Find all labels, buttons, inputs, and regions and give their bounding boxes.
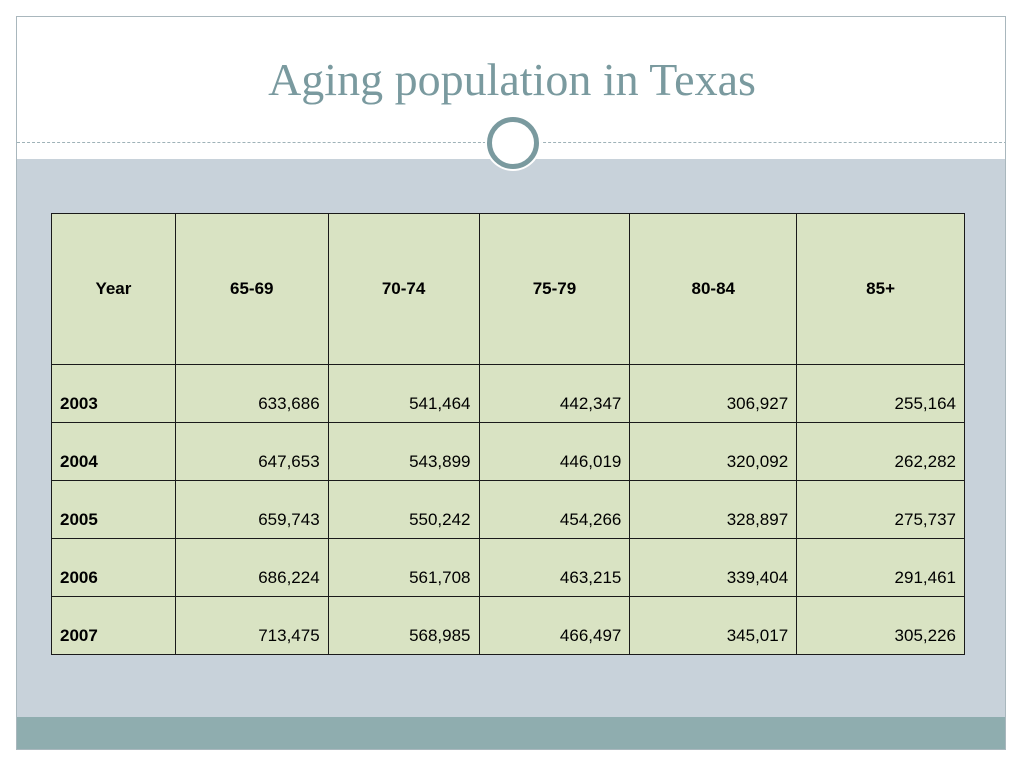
value-cell: 713,475 bbox=[174, 596, 329, 655]
value-cell: 647,653 bbox=[174, 422, 329, 481]
year-cell: 2007 bbox=[51, 596, 176, 655]
header-80-84: 80-84 bbox=[629, 213, 798, 365]
value-cell: 262,282 bbox=[796, 422, 965, 481]
value-cell: 633,686 bbox=[174, 364, 329, 423]
value-cell: 454,266 bbox=[478, 480, 631, 539]
table-row: 2006 686,224 561,708 463,215 339,404 291… bbox=[51, 538, 965, 597]
value-cell: 463,215 bbox=[478, 538, 631, 597]
value-cell: 275,737 bbox=[796, 480, 965, 539]
table-header-row: Year 65-69 70-74 75-79 80-84 85+ bbox=[51, 213, 965, 365]
table-row: 2003 633,686 541,464 442,347 306,927 255… bbox=[51, 364, 965, 423]
value-cell: 305,226 bbox=[796, 596, 965, 655]
value-cell: 568,985 bbox=[327, 596, 480, 655]
year-cell: 2005 bbox=[51, 480, 176, 539]
value-cell: 659,743 bbox=[174, 480, 329, 539]
value-cell: 466,497 bbox=[478, 596, 631, 655]
header-year: Year bbox=[51, 213, 176, 365]
value-cell: 686,224 bbox=[174, 538, 329, 597]
table-row: 2004 647,653 543,899 446,019 320,092 262… bbox=[51, 422, 965, 481]
value-cell: 339,404 bbox=[629, 538, 798, 597]
value-cell: 291,461 bbox=[796, 538, 965, 597]
value-cell: 541,464 bbox=[327, 364, 480, 423]
footer-bar bbox=[17, 717, 1005, 749]
value-cell: 561,708 bbox=[327, 538, 480, 597]
year-cell: 2003 bbox=[51, 364, 176, 423]
value-cell: 442,347 bbox=[478, 364, 631, 423]
value-cell: 550,242 bbox=[327, 480, 480, 539]
population-table: Year 65-69 70-74 75-79 80-84 85+ 2003 63… bbox=[51, 213, 965, 655]
value-cell: 320,092 bbox=[629, 422, 798, 481]
year-cell: 2004 bbox=[51, 422, 176, 481]
value-cell: 306,927 bbox=[629, 364, 798, 423]
header-85-plus: 85+ bbox=[796, 213, 965, 365]
slide-title: Aging population in Texas bbox=[268, 54, 756, 105]
table-row: 2005 659,743 550,242 454,266 328,897 275… bbox=[51, 480, 965, 539]
value-cell: 255,164 bbox=[796, 364, 965, 423]
year-cell: 2006 bbox=[51, 538, 176, 597]
value-cell: 328,897 bbox=[629, 480, 798, 539]
slide: Aging population in Texas Year 65-69 70-… bbox=[16, 16, 1006, 750]
circle-ornament-icon bbox=[487, 117, 539, 169]
header-70-74: 70-74 bbox=[327, 213, 480, 365]
table-row: 2007 713,475 568,985 466,497 345,017 305… bbox=[51, 596, 965, 655]
value-cell: 446,019 bbox=[478, 422, 631, 481]
header-75-79: 75-79 bbox=[478, 213, 631, 365]
value-cell: 543,899 bbox=[327, 422, 480, 481]
header-65-69: 65-69 bbox=[174, 213, 329, 365]
value-cell: 345,017 bbox=[629, 596, 798, 655]
